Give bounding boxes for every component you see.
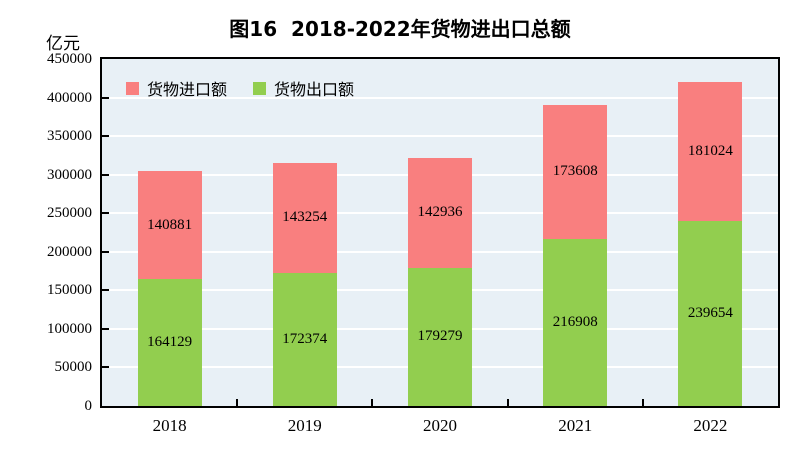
legend-item: 货物进口额	[126, 76, 227, 100]
bar-value-label: 239654	[687, 305, 733, 322]
y-tick-label: 300000	[47, 166, 92, 183]
bar-segment-货物进口额-2021: 173608	[543, 104, 608, 239]
y-tick-label: 450000	[47, 51, 92, 67]
bar-value-label: 173608	[552, 163, 598, 180]
legend-swatch	[253, 81, 267, 95]
y-axis-tick	[102, 366, 109, 369]
y-tick-label: 100000	[47, 320, 92, 337]
bar-segment-货物出口额-2022: 239654	[678, 221, 743, 406]
plot-area: 货物进口额 货物出口额 164129 140881 172374 143254 17927…	[100, 57, 780, 408]
y-tick-label: 150000	[47, 282, 92, 299]
x-axis-tick	[371, 399, 374, 406]
bar-value-label: 172374	[282, 331, 328, 348]
y-axis-tick	[102, 173, 109, 176]
y-axis-tick	[102, 327, 109, 330]
x-tick-label-2018: 2018	[152, 416, 187, 435]
y-axis-tick	[102, 135, 109, 138]
bar-segment-货物出口额-2020: 179279	[408, 267, 472, 406]
y-axis-unit-label: 亿元	[46, 34, 80, 54]
x-axis-tick	[236, 399, 239, 406]
bar-2021: 216908 173608	[543, 104, 608, 406]
gridline	[102, 96, 778, 99]
bar-segment-货物出口额-2018: 164129	[137, 279, 202, 406]
y-axis-tick	[102, 96, 109, 99]
x-tick-label-2019: 2019	[287, 416, 322, 435]
bar-segment-货物进口额-2020: 142936	[408, 157, 472, 268]
bar-2022: 239654 181024	[678, 81, 743, 406]
bar-2019: 172374 143254	[272, 162, 337, 406]
bar-value-label: 164129	[147, 334, 193, 351]
x-tick-label-2022: 2022	[693, 416, 728, 435]
y-tick-label: 250000	[47, 205, 92, 222]
y-tick-label: 350000	[47, 128, 92, 145]
y-axis-tick	[102, 212, 109, 215]
bar-value-label: 140881	[147, 216, 193, 233]
x-axis-tick	[506, 399, 509, 406]
bar-segment-货物出口额-2019: 172374	[272, 273, 337, 406]
bar-value-label: 181024	[687, 142, 733, 159]
bar-2018: 164129 140881	[137, 170, 202, 406]
legend-swatch	[126, 81, 139, 95]
bar-segment-货物进口额-2022: 181024	[678, 81, 743, 222]
y-tick-label: 0	[84, 398, 93, 414]
bar-value-label: 142936	[417, 204, 463, 221]
bar-value-label: 179279	[417, 328, 463, 345]
y-axis-tick	[102, 289, 109, 292]
bar-segment-货物进口额-2019: 143254	[272, 162, 337, 274]
y-tick-label: 400000	[47, 89, 92, 106]
y-axis-tick	[102, 250, 109, 253]
bar-value-label: 216908	[552, 313, 598, 330]
bar-segment-货物出口额-2021: 216908	[543, 238, 608, 406]
x-axis-tick	[641, 399, 644, 406]
bar-segment-货物进口额-2018: 140881	[137, 170, 202, 280]
y-tick-label: 50000	[54, 359, 93, 376]
chart-title: 图16 2018-2022年货物进出口总额	[229, 17, 571, 41]
legend: 货物进口额 货物出口额	[126, 76, 380, 100]
x-tick-label-2021: 2021	[558, 416, 593, 435]
legend-label: 货物进口额	[147, 80, 228, 99]
bar-value-label: 143254	[282, 209, 328, 226]
bar-2020: 179279 142936	[408, 157, 472, 406]
gridline	[102, 135, 778, 138]
y-tick-label: 200000	[47, 243, 92, 260]
legend-label: 货物出口额	[274, 80, 355, 99]
x-tick-label-2020: 2020	[422, 416, 457, 435]
legend-item: 货物出口额	[253, 76, 354, 100]
